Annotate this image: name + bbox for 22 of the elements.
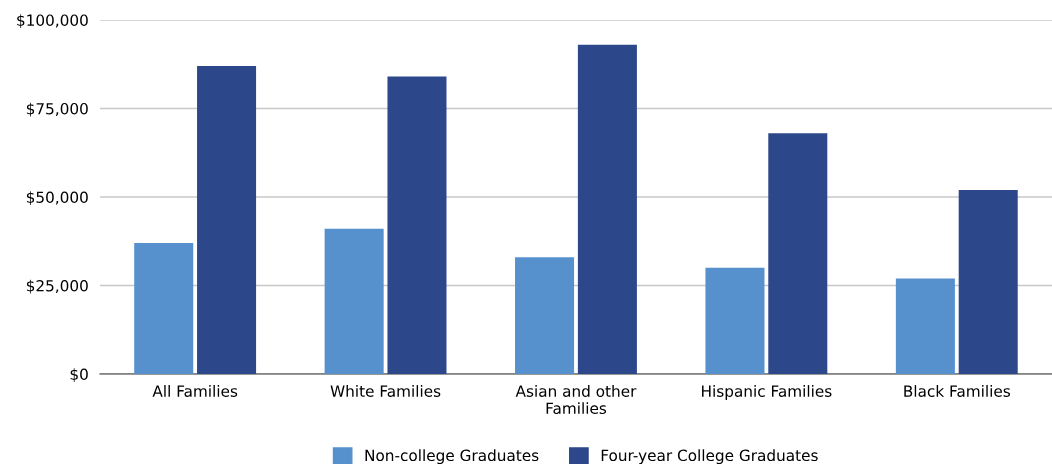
legend-label: Non-college Graduates (365, 449, 539, 464)
y-tick-label: $25,000 (26, 279, 88, 294)
legend-label: Four-year College Graduates (601, 449, 818, 464)
bar (134, 242, 194, 374)
bar (768, 133, 828, 374)
y-tick-label: $0 (70, 368, 88, 383)
y-tick-label: $50,000 (26, 191, 88, 206)
bar (958, 189, 1018, 374)
bar (895, 278, 955, 374)
y-tick-label: $100,000 (17, 14, 88, 28)
x-tick-label: All Families (152, 385, 238, 397)
y-tick-label: $75,000 (26, 102, 88, 117)
bar (197, 65, 257, 374)
bar (515, 257, 575, 374)
bar (705, 267, 765, 374)
bar (387, 76, 447, 374)
x-tick-label: Hispanic Families (702, 385, 832, 400)
x-tick-label: Black Families (904, 385, 1011, 397)
x-tick-label: Asian and other Families (515, 385, 637, 415)
x-tick-label: White Families (330, 385, 441, 397)
bar (577, 44, 637, 374)
bar (324, 228, 384, 374)
